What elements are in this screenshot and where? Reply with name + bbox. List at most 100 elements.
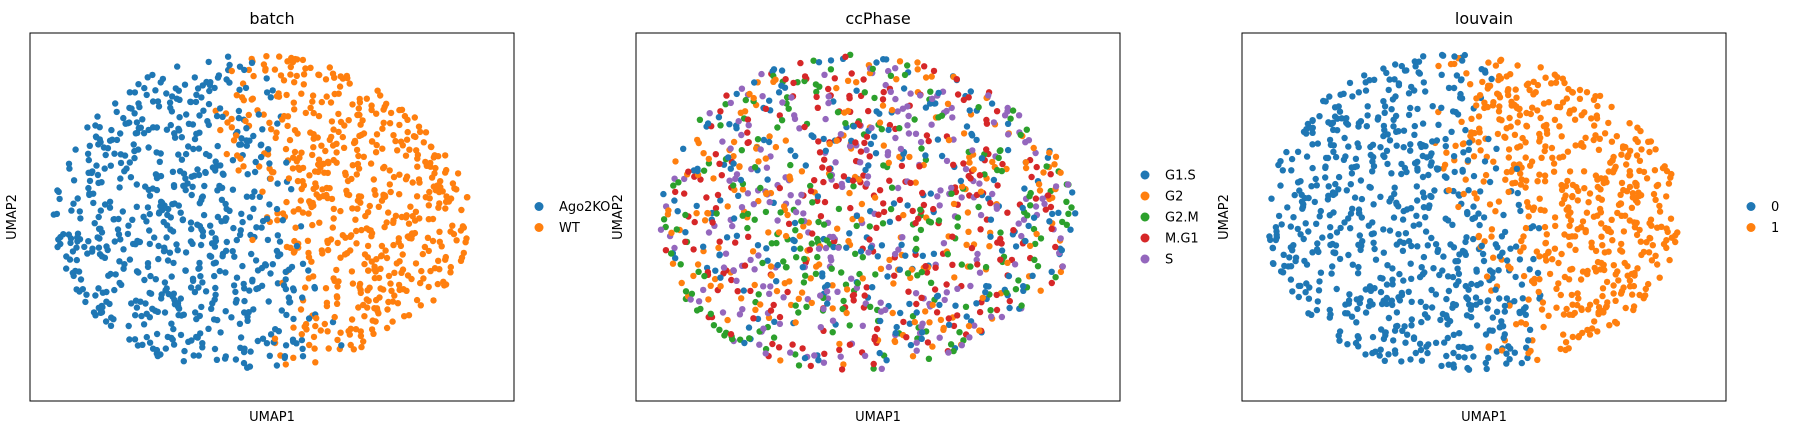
data-point <box>273 247 281 255</box>
data-point <box>1475 113 1483 120</box>
data-point <box>435 257 442 264</box>
data-point <box>1473 266 1480 273</box>
data-point <box>361 251 369 258</box>
data-point <box>933 293 941 300</box>
data-point <box>392 137 399 145</box>
data-point <box>1333 285 1340 293</box>
data-point <box>1067 226 1074 233</box>
data-point <box>1574 290 1581 297</box>
data-point <box>1347 210 1355 217</box>
data-point <box>1044 192 1052 199</box>
data-point <box>368 326 376 333</box>
data-point <box>706 110 713 117</box>
data-point <box>1289 247 1296 254</box>
data-point <box>168 320 175 327</box>
data-point <box>1594 328 1601 335</box>
data-point <box>330 275 337 282</box>
data-point <box>948 190 955 197</box>
data-point <box>1381 153 1388 160</box>
data-point <box>1283 148 1290 156</box>
data-point <box>823 288 831 295</box>
data-point <box>1326 314 1334 321</box>
data-point <box>65 160 73 167</box>
data-point <box>379 125 386 132</box>
data-point <box>101 201 109 208</box>
data-point <box>976 269 984 276</box>
data-point <box>296 154 303 161</box>
data-point <box>1046 149 1053 156</box>
data-point <box>782 76 789 83</box>
data-point <box>1059 263 1067 270</box>
data-point <box>239 262 246 270</box>
data-point <box>244 171 251 178</box>
data-point <box>289 165 297 172</box>
data-point <box>876 119 884 126</box>
data-point <box>1006 297 1013 305</box>
data-point <box>808 240 815 247</box>
data-point <box>108 126 115 134</box>
data-point <box>719 309 727 316</box>
data-point <box>937 187 944 194</box>
data-point <box>880 200 887 207</box>
data-point <box>1423 154 1431 161</box>
data-point <box>195 171 203 179</box>
data-point <box>1585 199 1592 206</box>
data-point <box>1522 224 1530 232</box>
data-point <box>672 188 679 196</box>
data-point <box>1415 69 1422 76</box>
data-point <box>784 288 791 296</box>
data-point <box>1354 305 1361 313</box>
data-point <box>409 179 416 186</box>
data-point <box>86 177 94 185</box>
data-point <box>1416 221 1423 228</box>
data-point <box>1490 158 1497 165</box>
data-point <box>1399 327 1406 334</box>
data-point <box>199 232 207 240</box>
data-point <box>963 241 970 248</box>
data-point <box>763 190 770 197</box>
data-point <box>1399 247 1407 254</box>
data-point <box>797 59 804 67</box>
data-point <box>300 71 308 78</box>
data-point <box>267 270 274 277</box>
data-point <box>1453 72 1461 79</box>
data-point <box>1564 148 1572 155</box>
data-point <box>1542 74 1549 81</box>
data-point <box>734 288 741 295</box>
data-point <box>744 190 752 197</box>
data-point <box>120 246 127 253</box>
data-point <box>1057 235 1064 242</box>
data-point <box>1427 162 1434 169</box>
data-point <box>1507 345 1514 352</box>
data-point <box>85 184 92 192</box>
data-point <box>884 152 891 159</box>
data-point <box>857 248 865 255</box>
data-point <box>901 71 909 79</box>
legend-label: G2 <box>1165 190 1183 205</box>
data-point <box>889 309 896 317</box>
data-point <box>1398 291 1406 299</box>
data-point <box>1562 192 1569 199</box>
data-point <box>214 187 221 194</box>
data-point <box>143 333 150 341</box>
data-point <box>141 276 148 284</box>
data-point <box>358 343 365 351</box>
data-point <box>1470 353 1477 360</box>
data-point <box>925 218 933 225</box>
data-point <box>795 295 802 302</box>
data-point <box>1432 291 1440 298</box>
data-point <box>987 216 995 223</box>
data-point <box>190 145 197 153</box>
data-point <box>799 345 806 352</box>
data-point <box>1390 214 1398 221</box>
data-point <box>1455 343 1462 351</box>
data-point <box>1536 253 1543 260</box>
data-point <box>873 325 881 333</box>
data-point <box>312 180 319 187</box>
data-point <box>701 217 709 224</box>
data-point <box>1288 155 1296 163</box>
data-point <box>1422 303 1430 310</box>
data-point <box>722 250 730 257</box>
data-point <box>1031 256 1038 263</box>
data-point <box>1649 242 1657 249</box>
